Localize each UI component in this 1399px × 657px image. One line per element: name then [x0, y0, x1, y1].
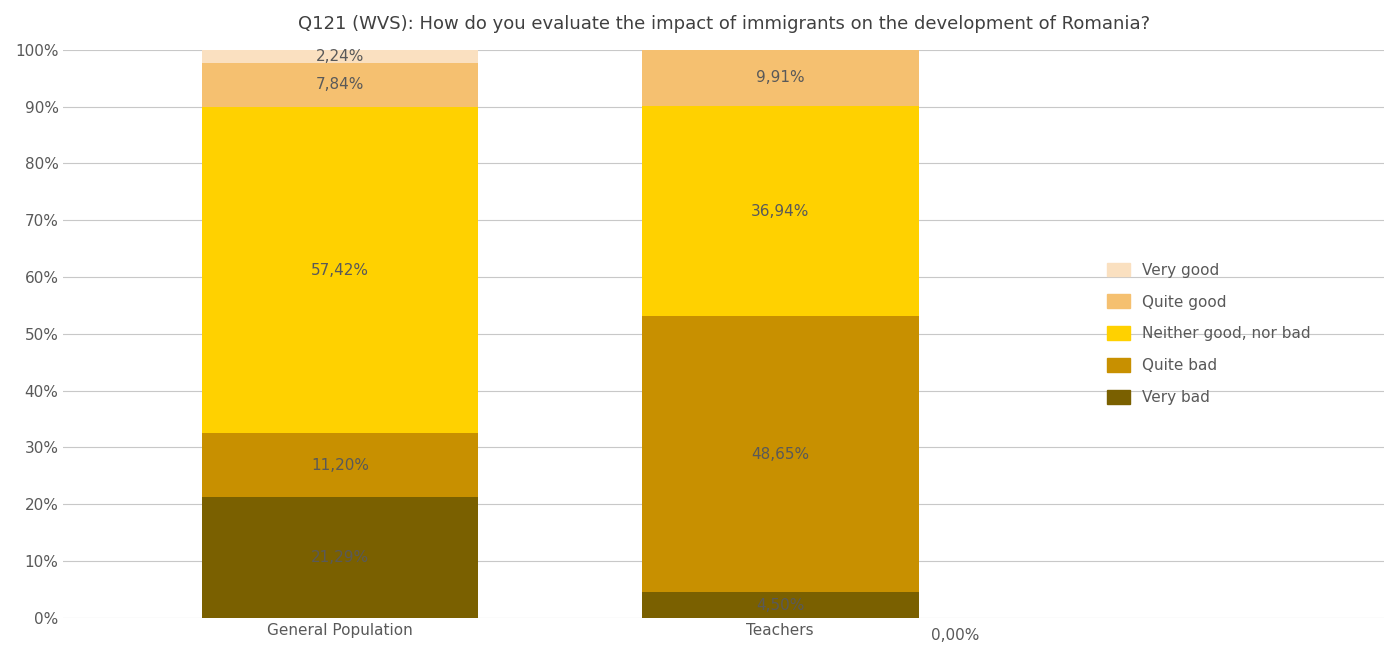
Text: 36,94%: 36,94%	[751, 204, 810, 219]
Text: 2,24%: 2,24%	[316, 49, 364, 64]
Text: 57,42%: 57,42%	[311, 263, 369, 278]
Bar	[642, 316, 919, 593]
Bar	[201, 107, 478, 434]
Text: 0,00%: 0,00%	[932, 628, 979, 643]
Text: 9,91%: 9,91%	[755, 70, 804, 85]
Text: 4,50%: 4,50%	[755, 598, 804, 612]
Text: 7,84%: 7,84%	[316, 78, 364, 93]
Bar	[201, 50, 478, 62]
Text: 48,65%: 48,65%	[751, 447, 810, 462]
Bar	[642, 593, 919, 618]
Bar	[201, 62, 478, 107]
Bar	[642, 106, 919, 316]
Bar	[201, 497, 478, 618]
Legend: Very good, Quite good, Neither good, nor bad, Quite bad, Very bad: Very good, Quite good, Neither good, nor…	[1101, 256, 1316, 411]
Text: 21,29%: 21,29%	[311, 550, 369, 565]
Bar	[201, 434, 478, 497]
Bar	[642, 50, 919, 106]
Text: 11,20%: 11,20%	[311, 458, 369, 472]
Title: Q121 (WVS): How do you evaluate the impact of immigrants on the development of R: Q121 (WVS): How do you evaluate the impa…	[298, 15, 1150, 33]
